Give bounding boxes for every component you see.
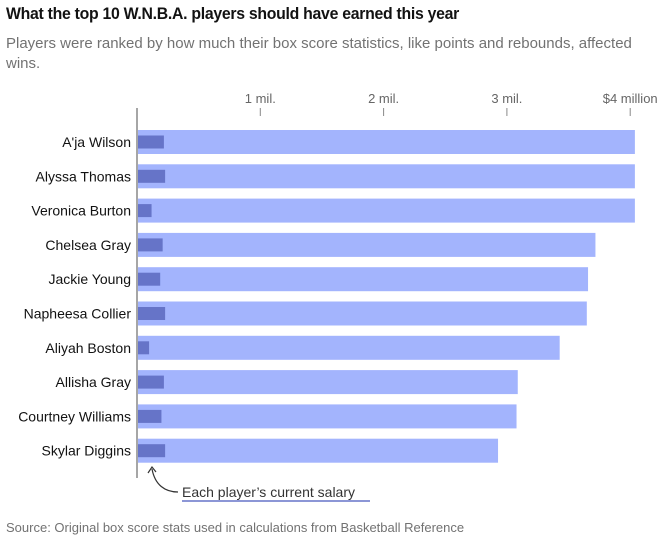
bar-row: Allisha Gray	[56, 370, 518, 395]
player-name-label: Veronica Burton	[31, 203, 131, 219]
should-have-earned-bar	[138, 130, 635, 154]
x-tick-label: 1 mil.	[245, 91, 276, 106]
x-tick-label: $4 million	[603, 91, 658, 106]
bar-rows: A'ja Wilson Alyssa Thomas Veronica Burton C…	[18, 130, 635, 463]
player-name-label: Jackie Young	[48, 271, 131, 287]
should-have-earned-bar	[138, 370, 518, 395]
arrowhead-icon	[147, 465, 157, 474]
should-have-earned-bar	[138, 232, 596, 257]
current-salary-bar	[138, 135, 164, 149]
bar-row: A'ja Wilson	[62, 130, 635, 154]
should-have-earned-bar	[138, 267, 589, 292]
bar-row: Courtney Williams	[18, 404, 517, 429]
should-have-earned-bar	[138, 335, 560, 360]
bar-row: Veronica Burton	[31, 198, 635, 223]
current-salary-bar	[138, 341, 150, 355]
current-salary-bar	[138, 409, 162, 423]
should-have-earned-bar	[138, 438, 499, 463]
x-axis-ticks: 1 mil. 2 mil. 3 mil. $4 million	[245, 91, 658, 116]
bar-row: Aliyah Boston	[45, 335, 560, 360]
current-salary-bar	[138, 204, 152, 218]
source-note: Source: Original box score stats used in…	[6, 520, 465, 535]
annotation-text: Each player’s current salary	[182, 484, 355, 500]
current-salary-bar	[138, 272, 161, 286]
current-salary-bar	[138, 307, 166, 320]
player-name-label: A'ja Wilson	[62, 134, 131, 150]
bar-row: Alyssa Thomas	[36, 164, 635, 189]
x-tick-label: 3 mil.	[491, 91, 522, 106]
current-salary-bar	[138, 238, 163, 252]
player-name-label: Courtney Williams	[18, 408, 131, 424]
current-salary-bar	[138, 375, 164, 389]
chart-subtitle: Players were ranked by how much their bo…	[6, 35, 632, 72]
chart-title: What the top 10 W.N.B.A. players should …	[6, 4, 460, 23]
should-have-earned-bar	[138, 198, 635, 223]
bar-row: Chelsea Gray	[45, 232, 596, 257]
player-name-label: Aliyah Boston	[45, 340, 131, 356]
x-tick-label: 2 mil.	[368, 91, 399, 106]
bar-row: Jackie Young	[48, 267, 589, 292]
player-name-label: Chelsea Gray	[45, 237, 131, 253]
should-have-earned-bar	[138, 164, 635, 189]
bar-row: Skylar Diggins	[42, 438, 499, 463]
player-name-label: Allisha Gray	[56, 374, 131, 390]
player-name-label: Alyssa Thomas	[36, 168, 131, 184]
annotation-arrow-icon	[151, 468, 179, 493]
salary-annotation: Each player’s current salary	[147, 465, 370, 502]
player-name-label: Napheesa Collier	[24, 306, 132, 322]
bar-row: Napheesa Collier	[24, 301, 587, 326]
current-salary-bar	[138, 444, 166, 458]
should-have-earned-bar	[138, 404, 517, 429]
current-salary-bar	[138, 169, 166, 183]
should-have-earned-bar	[138, 301, 587, 326]
player-name-label: Skylar Diggins	[42, 443, 131, 459]
